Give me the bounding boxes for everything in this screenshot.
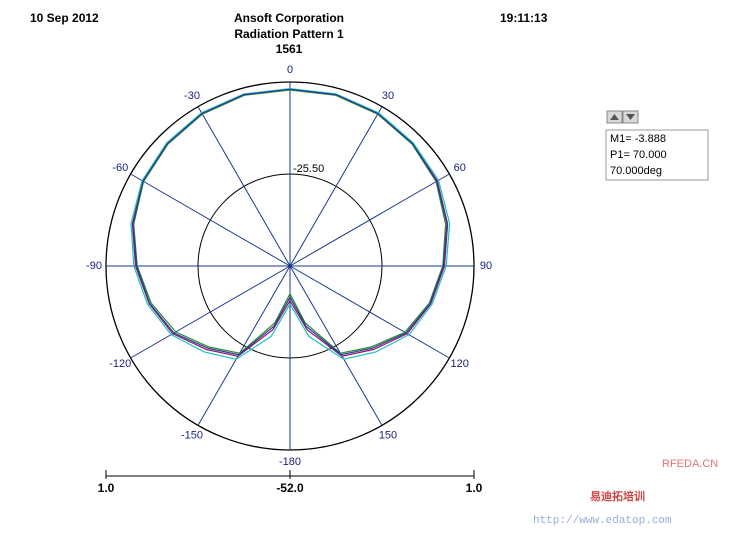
theta-tick-label: 0 <box>287 64 293 76</box>
spoke <box>130 173 291 267</box>
down-arrow <box>626 114 635 120</box>
spoke <box>130 265 291 359</box>
marker-line: 70.000deg <box>610 165 662 177</box>
theta-tick-label: 150 <box>379 430 397 442</box>
r-axis-label: -52.0 <box>276 481 304 495</box>
theta-tick-label: -90 <box>86 260 102 272</box>
theta-tick-label: -60 <box>112 162 128 174</box>
theta-tick-label: -30 <box>184 90 200 102</box>
watermark: RFEDA.CN <box>662 458 718 470</box>
chart-subtitle: 1561 <box>276 42 303 56</box>
company: Ansoft Corporation <box>234 11 344 25</box>
pattern-line <box>132 88 448 356</box>
theta-tick-label: 90 <box>480 260 492 272</box>
spoke <box>289 106 383 267</box>
time: 19:11:13 <box>500 11 548 25</box>
up-arrow <box>610 114 619 120</box>
theta-tick-label: -120 <box>109 358 131 370</box>
r-axis-label: 1.0 <box>98 481 115 495</box>
marker-line: M1= -3.888 <box>610 133 666 145</box>
pattern-line <box>133 89 447 354</box>
theta-tick-label: -180 <box>279 456 301 468</box>
theta-tick-label: -150 <box>181 430 203 442</box>
theta-tick-label: 120 <box>451 358 469 370</box>
r-axis-label: 1.0 <box>466 481 483 495</box>
marker-box <box>605 129 709 181</box>
spoke <box>289 265 383 426</box>
spoke <box>289 173 450 267</box>
spoke <box>289 265 450 359</box>
spoke <box>197 106 291 267</box>
marker-controls: M1= -3.888 P1= 70.000 70.000deg <box>605 110 709 181</box>
r-tick-label: -25.50 <box>293 163 324 175</box>
marker-line: P1= 70.000 <box>610 149 667 161</box>
chart-title: Radiation Pattern 1 <box>234 27 344 41</box>
theta-tick-label: 30 <box>382 90 394 102</box>
date: 10 Sep 2012 <box>30 11 99 25</box>
pattern-line <box>130 87 451 360</box>
watermark: http://www.edatop.com <box>533 515 672 527</box>
theta-tick-label: 60 <box>454 162 466 174</box>
spoke <box>197 265 291 426</box>
watermark: 易迪拓培训 <box>590 489 645 503</box>
